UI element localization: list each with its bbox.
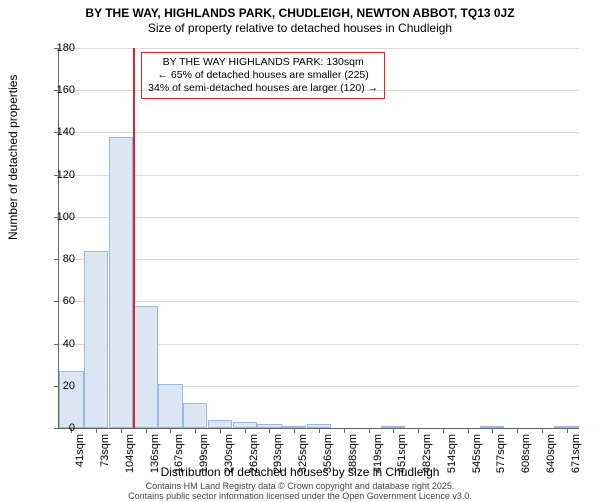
xtick-mark — [121, 428, 122, 433]
xtick-mark — [245, 428, 246, 433]
xtick-mark — [542, 428, 543, 433]
xtick-label: 545sqm — [471, 434, 483, 473]
ytick-label: 140 — [45, 126, 75, 138]
xtick-label: 262sqm — [248, 434, 260, 473]
annotation-box: BY THE WAY HIGHLANDS PARK: 130sqm ← 65% … — [141, 52, 385, 99]
xtick-label: 577sqm — [495, 434, 507, 473]
gridline — [59, 90, 579, 91]
ytick-label: 160 — [45, 84, 75, 96]
ytick-label: 100 — [45, 211, 75, 223]
xtick-label: 325sqm — [297, 434, 309, 473]
xtick-label: 293sqm — [272, 434, 284, 473]
gridline — [59, 301, 579, 302]
chart-title: BY THE WAY, HIGHLANDS PARK, CHUDLEIGH, N… — [0, 0, 600, 20]
xtick-mark — [96, 428, 97, 433]
ytick-label: 120 — [45, 169, 75, 181]
xtick-mark — [393, 428, 394, 433]
xtick-mark — [319, 428, 320, 433]
gridline — [59, 48, 579, 49]
chart-subtitle: Size of property relative to detached ho… — [0, 20, 600, 35]
gridline — [59, 175, 579, 176]
xtick-label: 73sqm — [99, 434, 111, 467]
annotation-line: BY THE WAY HIGHLANDS PARK: 130sqm — [148, 56, 378, 69]
xtick-mark — [220, 428, 221, 433]
xtick-mark — [567, 428, 568, 433]
xtick-mark — [344, 428, 345, 433]
annotation-line: 34% of semi-detached houses are larger (… — [148, 82, 378, 95]
xtick-mark — [492, 428, 493, 433]
xtick-label: 199sqm — [198, 434, 210, 473]
xtick-mark — [517, 428, 518, 433]
reference-line — [133, 48, 135, 428]
xtick-mark — [443, 428, 444, 433]
ytick-label: 20 — [45, 380, 75, 392]
xtick-label: 167sqm — [173, 434, 185, 473]
chart-container: BY THE WAY, HIGHLANDS PARK, CHUDLEIGH, N… — [0, 0, 600, 500]
y-axis-label: Number of detached properties — [6, 75, 20, 240]
xtick-label: 41sqm — [74, 434, 86, 467]
histogram-bar — [208, 420, 232, 428]
histogram-bar — [158, 384, 182, 428]
xtick-mark — [369, 428, 370, 433]
chart-footer: Contains HM Land Registry data © Crown c… — [0, 482, 600, 502]
ytick-label: 0 — [45, 422, 75, 434]
xtick-label: 356sqm — [322, 434, 334, 473]
footer-line: Contains public sector information licen… — [0, 492, 600, 502]
xtick-mark — [146, 428, 147, 433]
plot-area: BY THE WAY HIGHLANDS PARK: 130sqm ← 65% … — [58, 48, 579, 429]
xtick-label: 104sqm — [124, 434, 136, 473]
xtick-label: 482sqm — [421, 434, 433, 473]
histogram-bar — [109, 137, 133, 428]
xtick-mark — [294, 428, 295, 433]
annotation-line: ← 65% of detached houses are smaller (22… — [148, 69, 378, 82]
xtick-label: 640sqm — [545, 434, 557, 473]
xtick-mark — [418, 428, 419, 433]
xtick-label: 388sqm — [347, 434, 359, 473]
xtick-label: 230sqm — [223, 434, 235, 473]
ytick-label: 40 — [45, 338, 75, 350]
xtick-label: 419sqm — [372, 434, 384, 473]
ytick-label: 180 — [45, 42, 75, 54]
xtick-mark — [269, 428, 270, 433]
xtick-mark — [170, 428, 171, 433]
xtick-label: 136sqm — [149, 434, 161, 473]
histogram-bar — [84, 251, 108, 428]
histogram-bar — [134, 306, 158, 428]
gridline — [59, 259, 579, 260]
histogram-bar — [183, 403, 207, 428]
gridline — [59, 132, 579, 133]
xtick-mark — [468, 428, 469, 433]
gridline — [59, 217, 579, 218]
ytick-label: 80 — [45, 253, 75, 265]
xtick-label: 514sqm — [446, 434, 458, 473]
ytick-label: 60 — [45, 295, 75, 307]
xtick-label: 451sqm — [396, 434, 408, 473]
xtick-label: 608sqm — [520, 434, 532, 473]
xtick-label: 671sqm — [570, 434, 582, 473]
xtick-mark — [195, 428, 196, 433]
